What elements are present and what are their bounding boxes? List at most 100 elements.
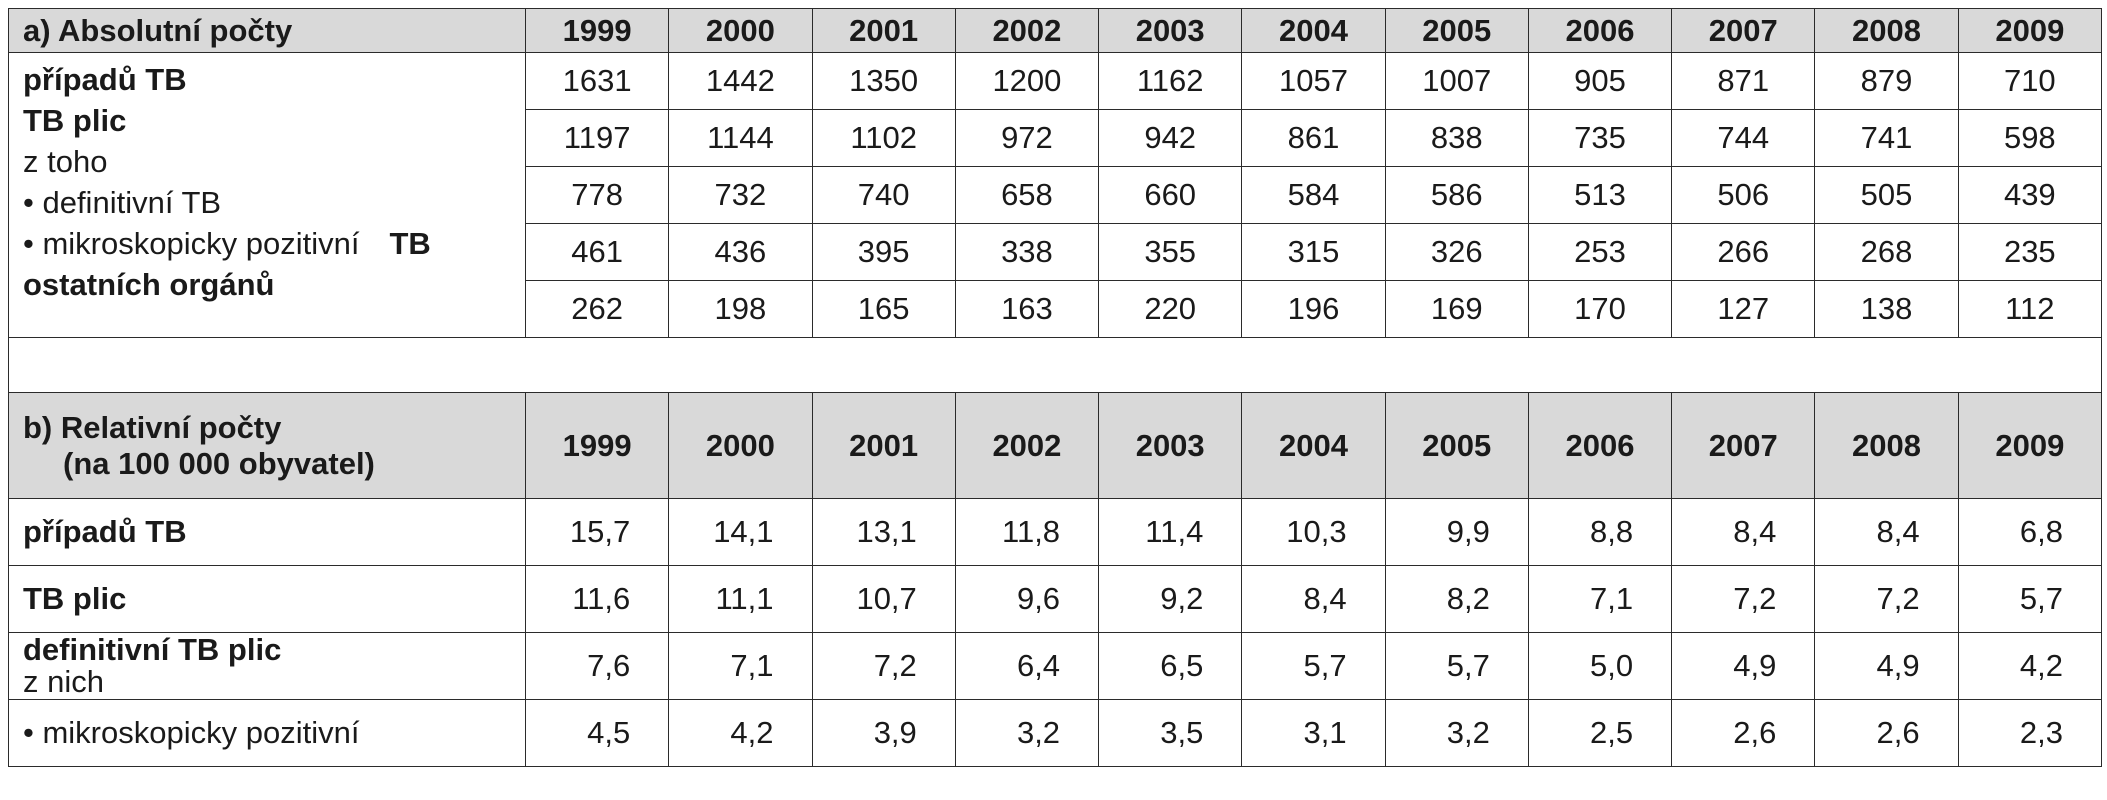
table-cell: 879 [1814,52,1959,110]
table-cell: 196 [1241,280,1386,338]
row-label-cell: definitivní TB plic z nich [8,632,526,700]
table-cell: 11,8 [954,498,1100,566]
table-cell: 220 [1098,280,1243,338]
year-header: 2003 [1098,392,1243,499]
section-a-row-labels: případů TB TB plic z toho • definitivní … [8,52,526,338]
table-cell: 9,2 [1098,565,1243,633]
year-header: 2001 [811,392,956,499]
year-header: 2000 [668,8,813,53]
table-cell: 11,4 [1098,498,1243,566]
year-header: 2000 [668,392,813,499]
table-cell: 513 [1527,166,1673,224]
row-label: • definitivní TB [23,185,222,220]
section-b-header-row: b) Relativní počty (na 100 000 obyvatel)… [8,392,2103,499]
section-spacer [8,337,2102,393]
table-cell: 584 [1241,166,1386,224]
table-cell: 170 [1527,280,1673,338]
table-cell: 138 [1814,280,1959,338]
table-cell: 14,1 [668,498,813,566]
row-label: případů TB [23,62,187,97]
table-cell: 744 [1671,109,1816,167]
section-a-title: a) Absolutní počty [8,8,526,53]
year-header: 2007 [1671,392,1816,499]
table-cell: 4,9 [1671,632,1816,700]
table-cell: 7,6 [524,632,670,700]
table-cell: 163 [954,280,1100,338]
year-header: 2005 [1384,392,1529,499]
row-label-line: • mikroskopicky pozitivní TB [23,223,511,264]
table-cell: 127 [1671,280,1816,338]
table-cell: 2,6 [1814,699,1959,767]
table-row: případů TB TB plic z toho • definitivní … [8,52,2103,338]
table-cell: 112 [1957,280,2103,338]
table-cell: 6,4 [954,632,1100,700]
table-cell: 395 [811,223,956,281]
table-cell: 2,5 [1527,699,1673,767]
table-cell: 7,1 [668,632,813,700]
table-cell: 741 [1814,109,1959,167]
year-header: 2002 [954,392,1100,499]
table-cell: 268 [1814,223,1959,281]
table-cell: 8,8 [1527,498,1673,566]
year-header: 2007 [1671,8,1816,53]
tb-table: a) Absolutní počty 1999 2000 2001 2002 2… [8,8,2103,767]
year-header: 1999 [524,392,670,499]
year-header: 1999 [524,8,670,53]
year-header: 2008 [1814,8,1959,53]
table-cell: 778 [524,166,670,224]
table-cell: 169 [1384,280,1529,338]
table-cell: 3,9 [811,699,956,767]
year-header: 2004 [1241,392,1386,499]
row-label: • mikroskopicky pozitivní [8,699,526,767]
table-cell: 5,7 [1241,632,1386,700]
table-cell: 735 [1527,109,1673,167]
table-cell: 8,2 [1384,565,1529,633]
table-cell: 740 [811,166,956,224]
table-cell: 2,6 [1671,699,1816,767]
table-cell: 506 [1671,166,1816,224]
year-header: 2002 [954,8,1100,53]
table-cell: 11,1 [668,565,813,633]
table-cell: 1102 [811,109,956,167]
row-label: z toho [23,144,108,179]
table-cell: 732 [668,166,813,224]
table-cell: 10,3 [1241,498,1386,566]
year-header: 2004 [1241,8,1386,53]
table-cell: 1057 [1241,52,1386,110]
table-cell: 5,7 [1957,565,2103,633]
row-label: definitivní TB plic [23,632,282,667]
tb-statistics-tables: a) Absolutní počty 1999 2000 2001 2002 2… [8,8,2103,767]
row-label: TB plic [23,103,127,138]
year-header: 2006 [1527,8,1673,53]
table-cell: 235 [1957,223,2103,281]
table-cell: 10,7 [811,565,956,633]
table-cell: 660 [1098,166,1243,224]
table-cell: 3,2 [954,699,1100,767]
row-label: TB [389,226,431,261]
table-cell: 8,4 [1814,498,1959,566]
table-cell: 505 [1814,166,1959,224]
year-header: 2008 [1814,392,1959,499]
table-cell: 436 [668,223,813,281]
table-cell: 315 [1241,223,1386,281]
table-cell: 2,3 [1957,699,2103,767]
table-cell: 5,7 [1384,632,1529,700]
section-a-header-row: a) Absolutní počty 1999 2000 2001 2002 2… [8,8,2103,53]
section-b-title-line: b) Relativní počty [23,409,282,445]
table-cell: 266 [1671,223,1816,281]
table-cell: 5,0 [1527,632,1673,700]
table-cell: 1144 [668,109,813,167]
table-cell: 253 [1527,223,1673,281]
table-row: 461 436 395 338 355 315 326 253 266 268 … [9,223,2103,281]
section-b-title: b) Relativní počty (na 100 000 obyvatel) [8,392,526,499]
table-row: 262 198 165 163 220 196 169 170 127 138 … [9,280,2103,338]
row-label: případů TB [8,498,526,566]
year-header: 2009 [1957,8,2103,53]
table-cell: 3,5 [1098,699,1243,767]
table-cell: 461 [524,223,670,281]
table-row: 778 732 740 658 660 584 586 513 506 505 … [9,166,2103,224]
row-label: TB plic [8,565,526,633]
table-cell: 871 [1671,52,1816,110]
table-cell: 8,4 [1671,498,1816,566]
table-cell: 15,7 [524,498,670,566]
